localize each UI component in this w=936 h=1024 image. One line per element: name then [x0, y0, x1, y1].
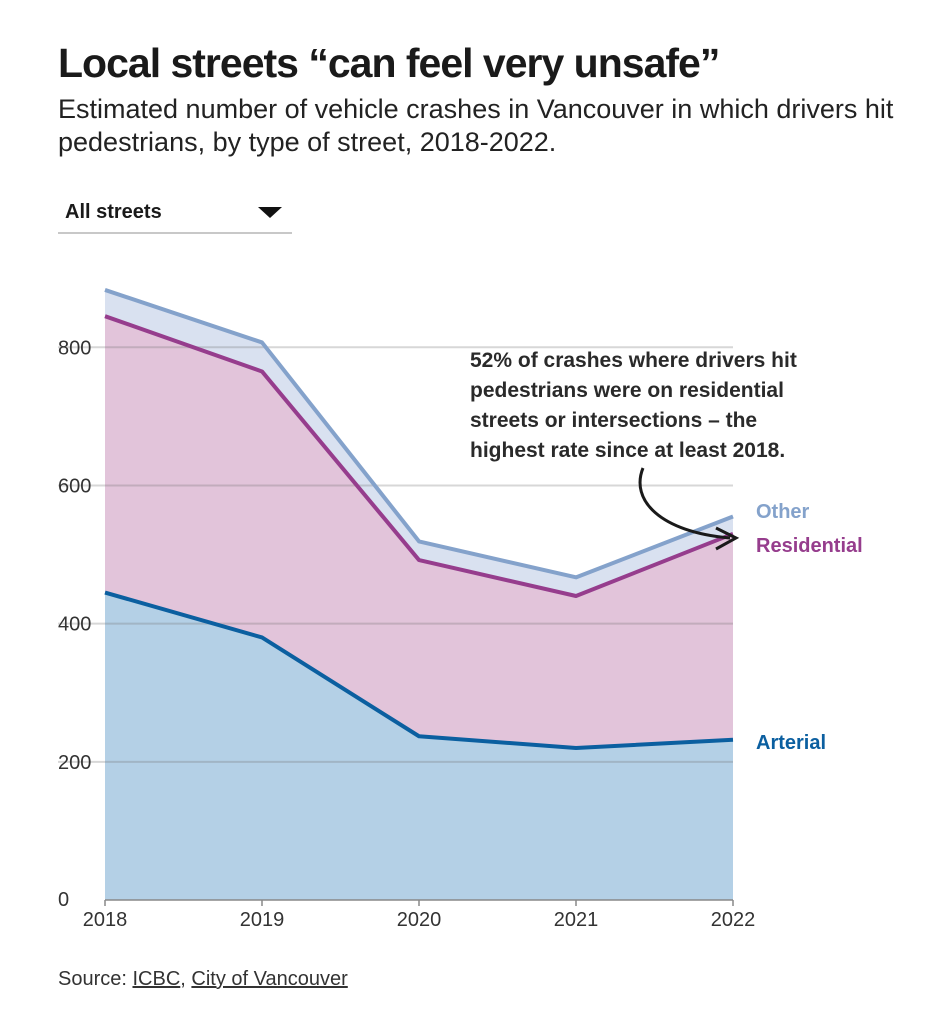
- area-arterial: [105, 592, 733, 900]
- series-label-residential: Residential: [756, 535, 863, 557]
- area-layers: [105, 289, 733, 900]
- x-tick-label-2018: 2018: [83, 909, 128, 931]
- annotation-line-2: pedestrians were on residential: [470, 379, 784, 402]
- line-residential: [104, 314, 734, 598]
- source-link-icbc[interactable]: ICBC: [132, 968, 181, 990]
- y-tick-label-0: 0: [58, 889, 69, 911]
- series-labels: Arterial Residential Other: [756, 501, 863, 754]
- y-axis: 0 200 400 600 800: [58, 337, 91, 911]
- x-tick-label-2019: 2019: [240, 909, 285, 931]
- source-separator: ,: [180, 968, 192, 990]
- dropdown-selected-value: All streets: [65, 201, 162, 223]
- annotation: 52% of crashes where drivers hit pedestr…: [470, 349, 797, 551]
- annotation-line-1: 52% of crashes where drivers hit: [470, 349, 797, 372]
- area-other: [105, 289, 733, 596]
- chart-title: Local streets “can feel very unsafe”: [58, 40, 720, 86]
- series-lines: [104, 288, 734, 750]
- line-other: [104, 288, 734, 580]
- area-residential: [105, 316, 733, 748]
- y-tick-label-600: 600: [58, 475, 91, 497]
- x-tick-label-2022: 2022: [711, 909, 756, 931]
- street-type-dropdown[interactable]: All streets: [58, 196, 292, 234]
- y-tick-label-400: 400: [58, 614, 91, 636]
- gridlines: [58, 346, 733, 763]
- series-label-other: Other: [756, 501, 810, 523]
- line-arterial: [104, 590, 734, 750]
- source-prefix: Source:: [58, 968, 133, 990]
- annotation-arrow: [638, 467, 731, 540]
- series-label-arterial: Arterial: [756, 732, 826, 754]
- annotation-arrowhead: [715, 526, 740, 551]
- stacked-area-chart: 0 200 400 600 800 2018 2019 2020 2021 2022 Arter…: [58, 288, 863, 931]
- y-tick-label-800: 800: [58, 337, 91, 359]
- source-link-city-of-vancouver[interactable]: City of Vancouver: [191, 968, 348, 990]
- y-tick-label-200: 200: [58, 752, 91, 774]
- chart-subtitle: Estimated number of vehicle crashes in V…: [58, 94, 894, 157]
- x-tick-label-2020: 2020: [397, 909, 442, 931]
- annotation-line-3: streets or intersections – the: [470, 409, 757, 432]
- source-note: Source: ICBC, City of Vancouver: [58, 968, 348, 991]
- x-tick-label-2021: 2021: [554, 909, 599, 931]
- x-axis: 2018 2019 2020 2021 2022: [83, 899, 756, 931]
- triangle-down-icon[interactable]: [258, 207, 282, 218]
- annotation-line-4: highest rate since at least 2018.: [470, 439, 785, 462]
